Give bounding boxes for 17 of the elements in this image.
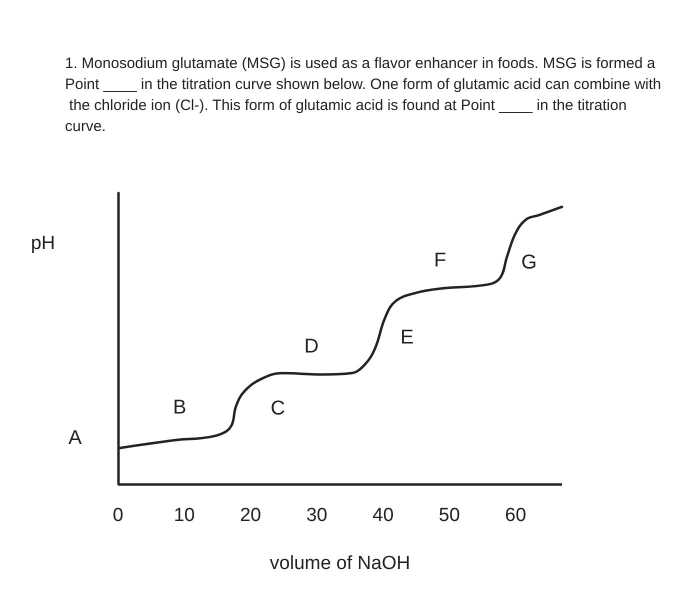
x-tick-label: 30	[306, 505, 328, 526]
chart-title: 1. Monosodium glutamate (MSG) is used as a flavor enhancer in foods. MSG is formed a Point ____ in the titration curve shown below. One form of glutamic acid can combine with the chloride ion (Cl-). This form of glutamic acid is found at Point ____ in the titration curve.	[65, 55, 662, 135]
x-tick-label: 50	[438, 505, 460, 526]
annotation: C	[270, 398, 286, 420]
annotation: G	[521, 252, 537, 274]
x-axis-title: volume of NaOH	[270, 553, 410, 574]
annotation: B	[172, 396, 186, 419]
x-tick-label: 40	[372, 505, 394, 526]
annotation: F	[434, 250, 446, 272]
x-tick-label: 20	[240, 505, 262, 526]
annotation: E	[400, 326, 414, 349]
annotation: D	[304, 336, 319, 358]
x-tick-label: 10	[174, 505, 195, 526]
x-tick-label: 0	[112, 505, 124, 526]
annotation: A	[68, 426, 82, 449]
y-axis-title: pH	[30, 233, 56, 254]
x-tick-label: 60	[505, 505, 526, 526]
